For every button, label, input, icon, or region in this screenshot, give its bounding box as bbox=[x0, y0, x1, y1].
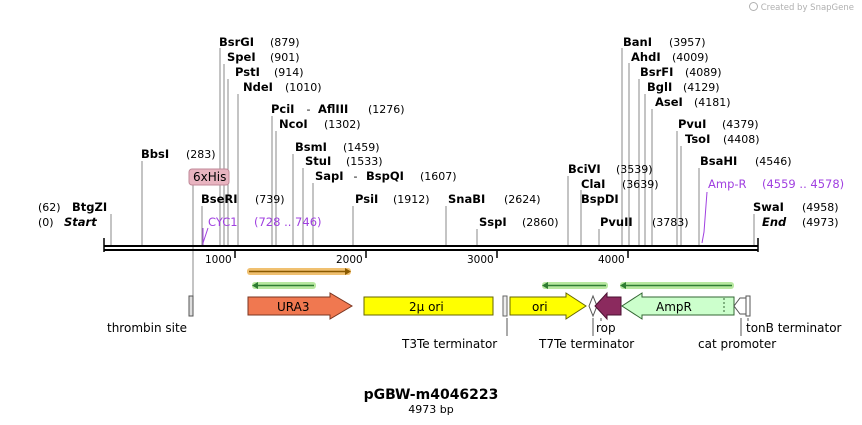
scale-ticks: 1000 2000 3000 4000 bbox=[205, 250, 629, 266]
2mu-ori-box[interactable] bbox=[363, 296, 494, 316]
enzyme-pvuii[interactable]: PvuII (3783) bbox=[600, 215, 689, 229]
enzyme-stui[interactable]: StuI (1533) bbox=[305, 154, 383, 168]
cyc1-label[interactable]: CYC1 (728 .. 746) bbox=[208, 215, 322, 229]
enzyme-tsoi[interactable]: TsoI (4408) bbox=[685, 132, 760, 146]
enzyme-ndei[interactable]: NdeI (1010) bbox=[243, 80, 322, 94]
enzyme-spei[interactable]: SpeI (901) bbox=[227, 50, 300, 64]
ampr-primer-arrow-icon bbox=[701, 191, 708, 244]
cat-promoter-label: cat promoter bbox=[698, 337, 776, 351]
thrombin-site-label: thrombin site bbox=[107, 321, 187, 335]
enzyme-asei[interactable]: AseI (4181) bbox=[655, 95, 731, 109]
enzyme-bsrfi[interactable]: BsrFI (4089) bbox=[640, 65, 722, 79]
enzyme-bani[interactable]: BanI (3957) bbox=[623, 35, 706, 49]
credit-text: Created by SnapGene bbox=[760, 3, 854, 13]
rop-arrow[interactable] bbox=[594, 291, 622, 321]
enzyme-btgzi[interactable]: (62) BtgZI bbox=[38, 200, 107, 214]
tick-label-3000: 3000 bbox=[467, 254, 494, 266]
orf-indicators bbox=[247, 268, 734, 289]
cat-promoter-arrow[interactable] bbox=[733, 297, 747, 315]
6xhis-label: 6xHis bbox=[193, 170, 226, 184]
enzyme-bgli[interactable]: BglI (4129) bbox=[647, 80, 720, 94]
sequence-backbone bbox=[103, 238, 759, 252]
enzyme-end: End (4973) bbox=[762, 215, 839, 229]
feature-labels: thrombin site T3Te terminator T7Te termi… bbox=[107, 318, 842, 351]
plasmid-name: pGBW-m4046223 bbox=[364, 387, 499, 403]
short-features: 6xHis CYC1 (728 .. 746) Amp-R (4559 .. 457… bbox=[188, 168, 844, 244]
6xhis-badge[interactable] bbox=[188, 168, 230, 186]
enzyme-ncoi[interactable]: NcoI (1302) bbox=[279, 117, 361, 131]
enzyme-psti[interactable]: PstI (914) bbox=[235, 65, 304, 79]
enzyme-swai[interactable]: SwaI (4958) bbox=[753, 200, 839, 214]
enzyme-start: (0) Start bbox=[38, 215, 97, 229]
tonb-terminator-marker[interactable] bbox=[745, 295, 751, 317]
tick-label-4000: 4000 bbox=[598, 254, 625, 266]
ura3-arrow[interactable] bbox=[247, 292, 353, 320]
tick-label-1000: 1000 bbox=[205, 254, 232, 266]
rop-label: rop bbox=[596, 321, 616, 335]
2mu-ori-label: 2µ ori bbox=[409, 300, 444, 314]
thrombin-site-marker[interactable] bbox=[188, 295, 194, 317]
credit: Created by SnapGene bbox=[749, 2, 854, 13]
cyc1-arrow-icon bbox=[202, 227, 209, 244]
ampr-primer-label[interactable]: Amp-R (4559 .. 4578) bbox=[708, 177, 844, 191]
enzyme-pvui[interactable]: PvuI (4379) bbox=[678, 117, 759, 131]
t3te-terminator-marker[interactable] bbox=[502, 295, 508, 317]
enzyme-bcivi[interactable]: BciVI (3539) bbox=[568, 162, 653, 176]
enzyme-bsrgi[interactable]: BsrGI (879) bbox=[219, 35, 300, 49]
enzyme-bbsi[interactable]: BbsI (283) bbox=[141, 147, 216, 161]
t3te-terminator-label: T3Te terminator bbox=[401, 337, 497, 351]
snapgene-logo-icon bbox=[749, 2, 758, 11]
ampr-arrow[interactable] bbox=[621, 292, 735, 320]
plasmid-length: 4973 bp bbox=[408, 403, 453, 416]
ampr-label: AmpR bbox=[656, 300, 692, 314]
enzyme-bsmi[interactable]: BsmI (1459) bbox=[295, 140, 380, 154]
t7te-terminator-label: T7Te terminator bbox=[538, 337, 634, 351]
tick-label-2000: 2000 bbox=[336, 254, 363, 266]
enzyme-sapi-bspqi[interactable]: SapI - BspQI (1607) bbox=[315, 169, 457, 183]
ori-label: ori bbox=[532, 300, 548, 314]
feature-arrows: URA3 2µ ori ori AmpR bbox=[188, 291, 751, 321]
enzyme-psii[interactable]: PsiI (1912) bbox=[355, 192, 430, 206]
enzyme-bseri[interactable]: BseRI (739) bbox=[201, 192, 285, 206]
ura3-label: URA3 bbox=[277, 300, 309, 314]
enzyme-ahdi[interactable]: AhdI (4009) bbox=[631, 50, 709, 64]
tonb-terminator-label: tonB terminator bbox=[746, 321, 842, 335]
enzyme-clai[interactable]: ClaI (3639) bbox=[581, 177, 659, 191]
enzyme-bsahi[interactable]: BsaHI (4546) bbox=[700, 154, 792, 168]
enzyme-bspdi[interactable]: BspDI bbox=[581, 192, 619, 206]
enzyme-snabi[interactable]: SnaBI (2624) bbox=[448, 192, 541, 206]
enzyme-cut-lines bbox=[110, 48, 755, 300]
enzyme-labels: (62) BtgZI (0) Start BbsI (283) BsrGI (879) … bbox=[38, 35, 839, 229]
enzyme-sspi[interactable]: SspI (2860) bbox=[479, 215, 559, 229]
ori-arrow[interactable] bbox=[509, 292, 587, 320]
enzyme-pcii-afliii[interactable]: PciI - AflIII (1276) bbox=[271, 102, 405, 116]
